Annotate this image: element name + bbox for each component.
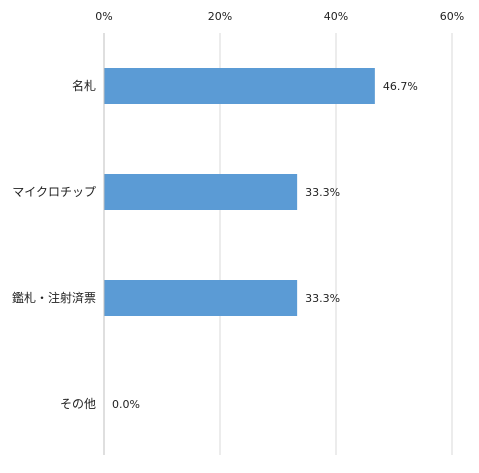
x-axis-ticks: 0% 20% 40% 60%	[95, 10, 464, 23]
bar	[104, 68, 375, 104]
data-label: 46.7%	[383, 80, 418, 93]
x-tick-label: 20%	[208, 10, 232, 23]
category-label: 名札	[72, 78, 96, 93]
data-label: 33.3%	[305, 186, 340, 199]
category-label: その他	[60, 397, 96, 411]
category-label: マイクロチップ	[12, 185, 96, 199]
bars	[104, 68, 375, 316]
data-label: 0.0%	[112, 398, 140, 411]
bar	[104, 280, 298, 316]
x-tick-label: 60%	[440, 10, 464, 23]
data-label: 33.3%	[305, 292, 340, 305]
data-labels: 46.7% 33.3% 33.3% 0.0%	[112, 80, 418, 411]
x-tick-label: 0%	[95, 10, 112, 23]
x-tick-label: 40%	[324, 10, 348, 23]
bar	[104, 174, 298, 210]
category-label: 鑑札・注射済票	[12, 290, 96, 305]
